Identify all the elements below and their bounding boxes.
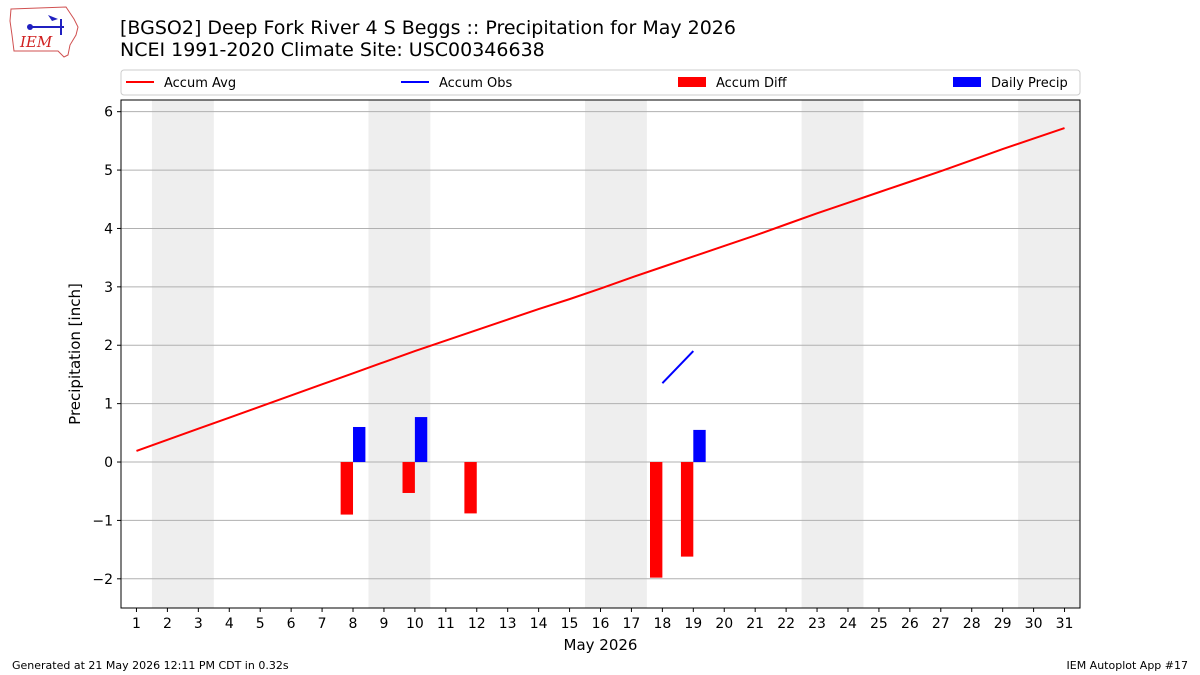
accum-diff-bar [340,462,354,515]
accum-diff-bar [464,462,477,514]
footer-generated: Generated at 21 May 2026 12:11 PM CDT in… [12,659,289,672]
legend-label: Daily Precip [991,76,1068,91]
accum-diff-bar [402,462,415,493]
y-tick-label: 0 [104,455,113,471]
y-tick-label: 1 [104,397,113,413]
legend: Accum Avg Accum Obs Accum Diff Daily Precip [120,69,1081,96]
x-tick-label: 17 [623,616,641,632]
weekend-bands [151,100,1080,608]
x-tick-label: 29 [994,616,1012,632]
y-tick-label: 4 [104,221,113,237]
iem-logo: IEM [9,6,79,58]
footer-app: IEM Autoplot App #17 [1066,659,1189,672]
chart-subtitle: NCEI 1991-2020 Climate Site: USC00346638 [120,39,545,61]
x-tick-label: 23 [808,616,826,632]
x-tick-label: 5 [256,616,265,632]
weather-station-hub [27,24,33,30]
x-tick-label: 16 [592,616,610,632]
legend-box [120,69,1081,96]
y-tick-label: 2 [104,338,113,354]
x-tick-label: 12 [468,616,486,632]
accum-diff-bar [680,462,694,557]
weekend-band [368,100,431,608]
x-tick-label: 14 [530,616,548,632]
y-tick-label: −1 [92,513,113,529]
weekend-band [151,100,214,608]
y-axis-label: Precipitation [inch] [66,283,84,425]
logo-text: IEM [19,33,53,51]
y-tick-label: 6 [104,105,113,121]
daily-precip-bar [414,417,428,463]
weekend-band [585,100,647,608]
x-tick-label: 30 [1025,616,1043,632]
x-tick-label: 27 [932,616,950,632]
line-series [136,127,1065,452]
daily-precip-bar [353,426,366,463]
x-tick-label: 6 [287,616,296,632]
x-axis: 1 2 3 4 5 6 7 8 9 10 11 12 13 14 15 16 17 18 19 20 21 22 23 24 2… [132,608,1073,632]
legend-label: Accum Diff [716,76,788,91]
accum-diff-bar [649,462,663,578]
x-tick-label: 3 [194,616,203,632]
daily-precip-bar [693,429,706,463]
x-tick-label: 2 [163,616,172,632]
x-tick-label: 9 [379,616,388,632]
x-tick-label: 1 [132,616,141,632]
y-tick-label: 5 [104,163,113,179]
chart-title: [BGSO2] Deep Fork River 4 S Beggs :: Pre… [120,17,736,39]
x-tick-label: 18 [653,616,671,632]
gridlines [121,111,1080,580]
y-tick-label: 3 [104,280,113,296]
legend-swatch [678,77,706,87]
x-tick-label: 22 [777,616,795,632]
y-tick-label: −2 [92,572,113,588]
y-axis: −2 −1 0 1 2 3 4 5 6 [92,105,121,588]
iowa-state-outline [9,6,79,58]
accum-avg-line [136,127,1065,452]
legend-label: Accum Avg [164,76,236,91]
x-tick-label: 7 [318,616,327,632]
x-tick-label: 21 [746,616,764,632]
x-tick-label: 25 [870,616,888,632]
x-tick-label: 28 [963,616,981,632]
weekend-band [1018,100,1080,608]
legend-swatch [953,77,981,87]
bar-series [340,417,706,578]
x-tick-label: 31 [1056,616,1074,632]
x-tick-label: 8 [349,616,358,632]
wind-vane-icon [48,15,58,21]
x-tick-label: 20 [715,616,733,632]
x-tick-label: 10 [406,616,424,632]
x-tick-label: 24 [839,616,857,632]
accum-obs-line [661,350,695,384]
weekend-band [801,100,864,608]
x-tick-label: 15 [561,616,579,632]
x-axis-label: May 2026 [564,636,638,654]
legend-label: Accum Obs [439,76,512,91]
x-tick-label: 19 [684,616,702,632]
x-tick-label: 4 [225,616,234,632]
x-tick-label: 11 [437,616,455,632]
x-tick-label: 13 [499,616,517,632]
x-tick-label: 26 [901,616,919,632]
